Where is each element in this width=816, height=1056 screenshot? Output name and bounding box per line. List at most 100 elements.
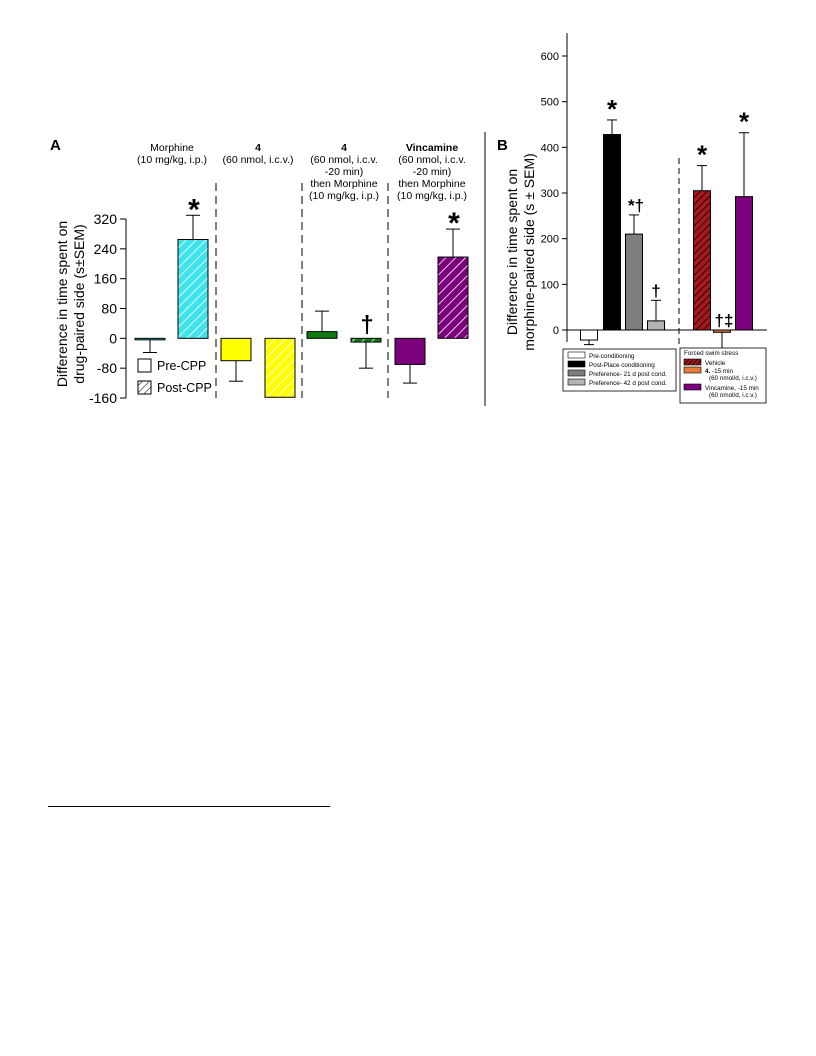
panel-a-error-bar — [186, 214, 200, 240]
panel-a-error-bar — [446, 228, 460, 258]
panel-b-legend-label: Post-Place conditioning — [589, 362, 655, 369]
panel-a-group-title-line: then Morphine — [310, 178, 377, 190]
panel-b-error-bar — [739, 132, 749, 197]
panel-a-y-axis-title-line-1: Difference in time spent on — [54, 221, 70, 387]
panel-a-error-bar — [229, 360, 243, 382]
panel-b-legend-swatch — [683, 358, 702, 366]
panel-a-group-title-line: Vincamine — [406, 142, 458, 154]
panel-b-y-tick-label: 600 — [541, 51, 559, 63]
panel-a-group-titles: Morphine(10 mg/kg, i.p.)4(60 nmol, i.c.v… — [137, 142, 467, 202]
panel-b-bar — [693, 190, 711, 331]
panel-a-group-title: Morphine(10 mg/kg, i.p.) — [137, 142, 207, 166]
panel-a-group-title-line: -20 min) — [325, 166, 364, 178]
panel-b-chart: Difference in time spent on morphine-pai… — [504, 33, 767, 404]
panel-b-bar — [713, 329, 731, 333]
panel-a-group-title-line: (10 mg/kg, i.p.) — [137, 154, 207, 166]
panel-b-significance-mark: * — [739, 107, 750, 137]
panel-a-group-title: 4(60 nmol, i.c.v.-20 min)then Morphine(1… — [309, 142, 379, 202]
panel-a-group-title: Vincamine(60 nmol, i.c.v.-20 min)then Mo… — [397, 142, 467, 202]
panel-b-y-axis-title-line-2: morphine-paired side (s ± SEM) — [521, 153, 537, 351]
panel-b-bar — [603, 134, 621, 331]
panel-b-y-tick-label: 100 — [541, 279, 559, 291]
panel-b-legend-left: Pre-conditioning Post-Place conditioning P… — [562, 348, 677, 392]
panel-b-bar — [647, 320, 665, 331]
panel-a-y-tick-label: 160 — [94, 271, 118, 287]
panel-b-legend: Pre-conditioning Post-Place conditioning P… — [562, 347, 767, 404]
panel-a-legend-label: Pre-CPP — [157, 359, 206, 373]
panel-b-y-axis: 600 500 400 300 200 100 0 — [541, 33, 767, 346]
panel-b-legend-swatch — [683, 383, 702, 391]
panel-b-label: B — [497, 137, 508, 154]
panel-a-group-title-line: Morphine — [150, 142, 194, 154]
panel-a-error-bar — [315, 310, 329, 332]
panel-a-group-title-line: (60 nmol, i.c.v.) — [223, 154, 294, 166]
panel-a-y-tick-label: 240 — [94, 241, 118, 257]
panel-b-y-tick-label: 0 — [553, 325, 559, 337]
panel-a-group-title-line: 4 — [255, 142, 261, 154]
panel-a-legend-label: Post-CPP — [157, 381, 212, 395]
panel-b-bar — [625, 233, 643, 331]
panel-a-significance-mark: † — [360, 311, 373, 338]
panel-b-bars: * *† † * †‡ * — [580, 94, 753, 370]
panel-a-legend-swatch — [137, 358, 152, 373]
panel-a-bar-pre — [220, 337, 252, 362]
panel-b-legend-label-bold: 4. — [705, 368, 711, 375]
panel-a-y-tick-label: 320 — [94, 211, 118, 227]
panel-a-y-tick-label: 80 — [101, 301, 117, 317]
panel-a-bar-post — [350, 337, 382, 343]
panel-b-significance-mark: * — [697, 140, 708, 170]
panel-b-y-tick-label: 200 — [541, 234, 559, 246]
panel-a-group-title-line: (60 nmol, i.c.v. — [310, 154, 378, 166]
panel-a-significance-mark: * — [448, 207, 460, 240]
panel-a-y-axis-title: Difference in time spent on drug-paired … — [54, 221, 87, 387]
panel-b-legend-swatch — [567, 378, 586, 386]
panel-b-legend-label-text: Vincamine, -15 min — [705, 385, 759, 392]
panel-b-y-axis-title-line-1: Difference in time spent on — [504, 169, 520, 335]
panel-a-bar-pre — [394, 337, 426, 365]
panel-b-significance-mark: †‡ — [715, 311, 734, 330]
panel-b-y-tick-label: 500 — [541, 97, 559, 109]
panel-b-legend-right-title: Forced swim stress — [684, 350, 738, 357]
panel-a-error-bar — [359, 342, 373, 369]
panel-a-bar-pre — [306, 331, 338, 339]
panel-b-legend-label: Vincamine, -15 min — [705, 385, 759, 392]
panel-b-legend-label-text: Vehicle — [705, 360, 726, 367]
panel-a-y-axis: 320 240 160 80 0 -80 -160 — [89, 211, 127, 406]
panel-b-legend-label: 4. -15 min — [705, 368, 734, 375]
panel-a-group-separators — [215, 183, 389, 398]
panel-a-bar-pre — [134, 337, 166, 341]
panel-a-error-bar — [143, 339, 157, 354]
panel-b-legend-swatch — [567, 369, 586, 377]
panel-b-legend-swatch — [567, 360, 586, 368]
panel-b-error-bar — [651, 299, 661, 321]
panel-a-group-title-line: then Morphine — [398, 178, 465, 190]
panel-b-legend-label: Pre-conditioning — [589, 353, 635, 360]
panel-a-group-title-line: (60 nmol, i.c.v. — [398, 154, 466, 166]
panel-b-legend-label-text: -15 min — [710, 368, 733, 375]
panel-b-error-bar — [607, 119, 617, 135]
panel-b-y-tick-label: 300 — [541, 188, 559, 200]
panel-b-legend-swatch — [683, 366, 702, 374]
panel-a-bar-post — [437, 256, 469, 339]
panel-a-error-bar — [403, 364, 417, 384]
panel-a-y-tick-label: 0 — [109, 330, 117, 346]
panel-a-group-title-line: (10 mg/kg, i.p.) — [309, 190, 379, 202]
panel-a-legend-swatch — [137, 380, 152, 395]
panel-b-error-bar — [697, 165, 707, 191]
panel-b-legend-label: Preference- 21 d post cond. — [589, 371, 667, 378]
panel-a-group-title-line: 4 — [341, 142, 347, 154]
panel-b-significance-mark: * — [607, 94, 618, 124]
panel-a-significance-mark: * — [188, 193, 200, 226]
panel-b-legend-label-line: (60 nmol/d, i.c.v.) — [709, 375, 757, 382]
panel-a-chart: Difference in time spent on drug-paired … — [54, 142, 469, 406]
panel-b-significance-mark: † — [651, 281, 660, 300]
panel-b-bar — [735, 196, 753, 331]
panel-b-error-bar — [629, 214, 639, 235]
panel-a-group-title-line: -20 min) — [413, 166, 452, 178]
panel-a-label: A — [50, 137, 61, 154]
panel-a-y-tick-label: -80 — [97, 360, 117, 376]
panel-a-bar-post — [264, 337, 296, 398]
panel-b-y-tick-label: 400 — [541, 142, 559, 154]
